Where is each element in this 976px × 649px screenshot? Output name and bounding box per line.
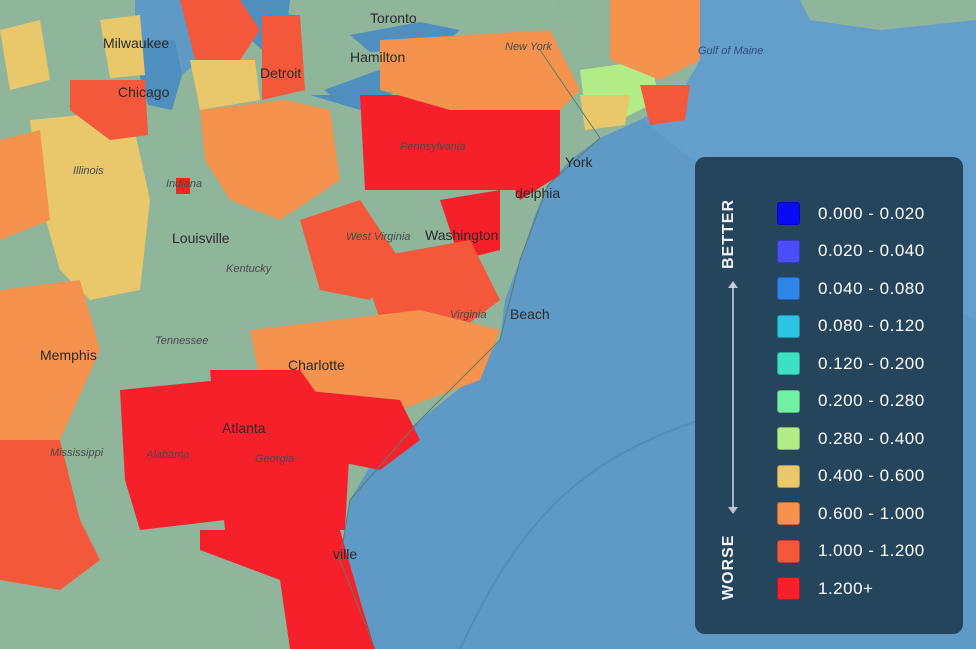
label-indianapolis: Indiana	[166, 178, 202, 190]
legend-range: 0.040 - 0.080	[818, 278, 925, 298]
nova-scotia-land	[800, 0, 976, 30]
legend-swatch	[777, 389, 800, 413]
label-washington: Washington	[425, 227, 498, 243]
region-chicago	[70, 80, 148, 140]
legend-item: 0.280 - 0.400	[777, 420, 925, 458]
label-hamilton: Hamilton	[350, 49, 405, 65]
label-atlanta: Atlanta	[222, 420, 266, 436]
region-arkansas	[0, 280, 100, 440]
region-pennsylvania	[360, 95, 540, 190]
legend-item: 0.200 - 0.280	[777, 383, 925, 421]
region-maine	[610, 0, 700, 80]
legend-swatch	[777, 427, 800, 451]
label-gulf-of-maine: Gulf of Maine	[698, 45, 763, 57]
label-west-virginia: West Virginia	[346, 231, 410, 243]
legend-range: 0.020 - 0.040	[818, 241, 925, 261]
legend-arrow-down-icon	[728, 507, 738, 514]
region-new-york	[380, 30, 580, 110]
region-virginia	[360, 240, 500, 330]
legend-worse: WORSE	[720, 527, 746, 607]
legend-range: 1.000 - 1.200	[818, 541, 925, 561]
legend-better: BETTER	[720, 189, 746, 279]
legend-swatch	[777, 502, 800, 526]
label-georgia: Georgia	[255, 453, 294, 465]
region-north-carolina	[250, 310, 500, 410]
label-tennessee: Tennessee	[155, 335, 208, 347]
legend-item: 0.000 - 0.020	[777, 195, 925, 233]
region-boston	[640, 85, 690, 125]
region-florida	[200, 530, 375, 649]
region-louisiana	[0, 440, 100, 590]
label-chicago: Chicago	[118, 84, 170, 100]
label-illinois: Illinois	[73, 165, 104, 177]
legend-item: 0.120 - 0.200	[777, 345, 925, 383]
legend-range: 1.200+	[818, 578, 874, 598]
legend-range: 0.000 - 0.020	[818, 203, 925, 223]
map-legend: BETTER WORSE 0.000 - 0.020 0.020 - 0.040…	[695, 157, 963, 634]
region-iowa	[0, 20, 50, 90]
legend-range: 0.280 - 0.400	[818, 428, 925, 448]
label-alabama: Alabama	[145, 449, 189, 461]
legend-swatch	[777, 539, 800, 563]
legend-range: 0.600 - 1.000	[818, 503, 925, 523]
legend-item: 0.020 - 0.040	[777, 233, 925, 271]
legend-items: 0.000 - 0.020 0.020 - 0.040 0.040 - 0.08…	[777, 195, 925, 608]
label-philadelphia: delphia	[515, 185, 560, 201]
seafloor-ridge	[459, 419, 701, 649]
legend-item: 0.600 - 1.000	[777, 495, 925, 533]
lake-michigan	[135, 40, 182, 110]
legend-swatch	[777, 352, 800, 376]
legend-range: 0.400 - 0.600	[818, 466, 925, 486]
legend-item: 0.040 - 0.080	[777, 270, 925, 308]
region-new-jersey	[500, 110, 560, 200]
label-detroit: Detroit	[260, 65, 301, 81]
label-louisville: Louisville	[172, 230, 230, 246]
label-charlotte: Charlotte	[288, 357, 345, 373]
legend-arrow-line	[732, 284, 734, 508]
region-missouri	[0, 130, 50, 240]
legend-item: 1.200+	[777, 570, 925, 608]
legend-swatch	[777, 239, 800, 263]
region-detroit	[262, 15, 305, 100]
region-indianapolis	[176, 178, 190, 194]
legend-item: 1.000 - 1.200	[777, 533, 925, 571]
legend-swatch	[777, 202, 800, 226]
legend-swatch	[777, 277, 800, 301]
label-toronto: Toronto	[370, 10, 417, 26]
region-connecticut	[580, 95, 630, 130]
legend-range: 0.080 - 0.120	[818, 316, 925, 336]
label-virginia-beach: Beach	[510, 306, 550, 322]
label-kentucky: Kentucky	[226, 263, 273, 275]
region-alabama	[120, 380, 225, 530]
legend-swatch	[777, 314, 800, 338]
label-memphis: Memphis	[40, 347, 97, 363]
label-mississippi: Mississippi	[50, 447, 104, 459]
atlantic-coastline	[339, 49, 601, 649]
region-ohio	[200, 100, 340, 220]
region-michigan-south	[190, 60, 260, 110]
legend-swatch	[777, 577, 800, 601]
region-milwaukee	[100, 15, 145, 78]
label-milwaukee: Milwaukee	[103, 35, 169, 51]
legend-item: 0.400 - 0.600	[777, 458, 925, 496]
legend-range: 0.120 - 0.200	[818, 353, 925, 373]
label-jacksonville: ville	[333, 546, 357, 562]
label-new-york-city: York	[565, 154, 594, 170]
label-pennsylvania: Pennsylvania	[400, 141, 465, 153]
legend-item: 0.080 - 0.120	[777, 308, 925, 346]
region-maryland	[440, 190, 500, 260]
legend-swatch	[777, 464, 800, 488]
label-virginia: Virginia	[450, 309, 487, 321]
label-new-york-state: New York	[505, 41, 552, 53]
legend-better-label: BETTER	[720, 199, 737, 269]
region-georgia	[210, 370, 350, 530]
legend-range: 0.200 - 0.280	[818, 391, 925, 411]
region-illinois	[30, 110, 150, 300]
legend-worse-label: WORSE	[720, 534, 737, 600]
region-michigan-west	[180, 0, 260, 60]
